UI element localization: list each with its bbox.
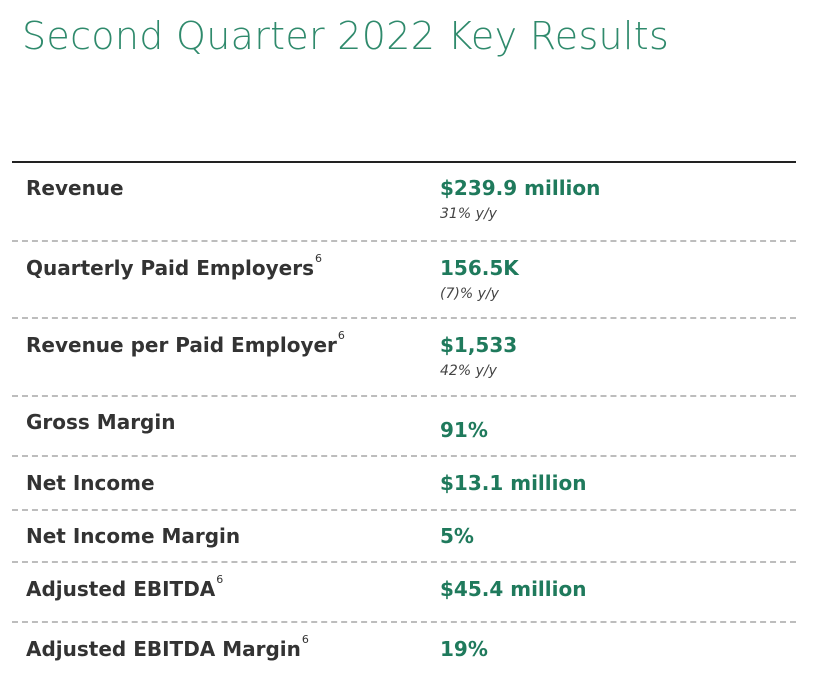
row-change: 31% y/y	[440, 206, 497, 222]
footnote-marker: 6	[314, 252, 322, 265]
row-label: Revenue per Paid Employer6	[26, 329, 345, 357]
row-divider	[12, 561, 796, 563]
page-title: Second Quarter 2022 Key Results	[22, 14, 670, 58]
row-divider	[12, 509, 796, 511]
row-change: (7)% y/y	[440, 286, 499, 302]
row-label: Adjusted EBITDA6	[26, 573, 224, 601]
row-label: Adjusted EBITDA Margin6	[26, 633, 309, 661]
row-label: Net Income Margin	[26, 524, 241, 548]
row-value: 91%	[440, 418, 488, 442]
row-value: 19%	[440, 637, 488, 661]
row-change: 42% y/y	[440, 363, 497, 379]
row-label: Gross Margin	[26, 410, 176, 434]
row-label: Revenue	[26, 176, 124, 200]
row-divider	[12, 240, 796, 242]
row-label: Quarterly Paid Employers6	[26, 252, 322, 280]
row-value: $239.9 million	[440, 176, 601, 200]
row-divider	[12, 621, 796, 623]
row-value: $13.1 million	[440, 471, 587, 495]
row-divider	[12, 317, 796, 319]
footnote-marker: 6	[337, 329, 345, 342]
row-divider	[12, 395, 796, 397]
row-label: Net Income	[26, 471, 155, 495]
row-value: 156.5K	[440, 256, 519, 280]
row-value: 5%	[440, 524, 474, 548]
table-top-rule	[12, 161, 796, 163]
footnote-marker: 6	[216, 573, 224, 586]
row-value: $45.4 million	[440, 577, 587, 601]
footnote-marker: 6	[301, 633, 309, 646]
row-value: $1,533	[440, 333, 518, 357]
row-divider	[12, 455, 796, 457]
